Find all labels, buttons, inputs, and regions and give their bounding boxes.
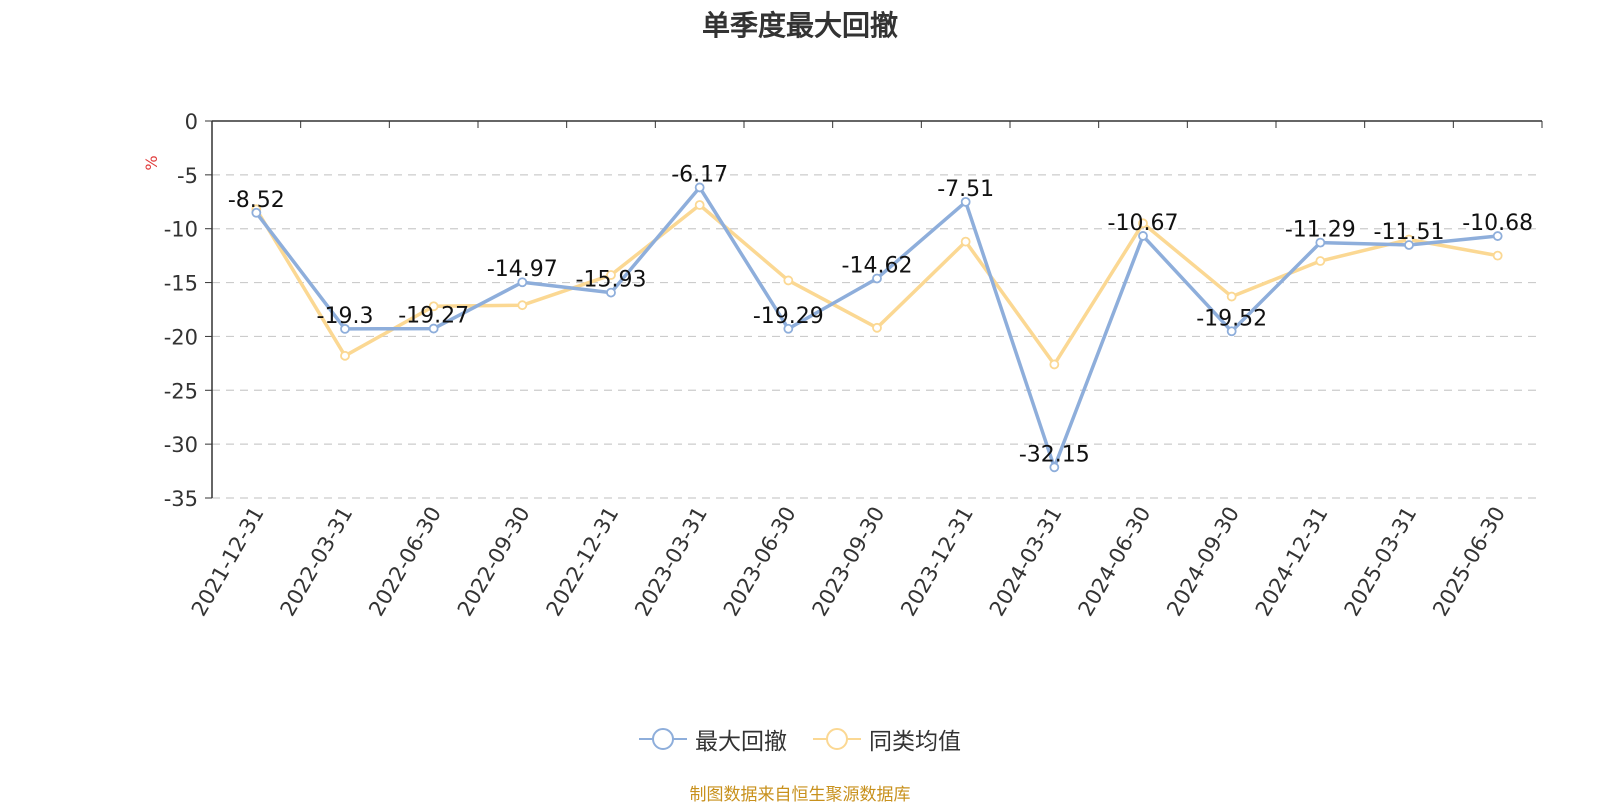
- y-tick-label: -20: [164, 325, 198, 349]
- data-label: -15.93: [576, 268, 647, 293]
- legend-item-max-drawdown[interactable]: 最大回撤: [639, 722, 787, 756]
- x-tick-label: 2024-03-31: [985, 503, 1067, 621]
- data-source-note: 制图数据来自恒生聚源数据库: [689, 785, 911, 805]
- data-point: [340, 350, 350, 361]
- data-label: -19.27: [398, 304, 469, 329]
- data-point: [428, 323, 439, 334]
- data-label: -8.52: [228, 188, 285, 213]
- x-tick-label: 2022-06-30: [364, 502, 446, 620]
- data-label: -19.3: [317, 304, 374, 329]
- legend-label-max-drawdown: 最大回撤: [695, 729, 787, 755]
- data-point: [517, 300, 528, 311]
- data-point: [1492, 250, 1503, 261]
- series-lines: [251, 182, 1503, 473]
- data-point: [606, 287, 616, 298]
- legend-symbol-max-drawdown: [639, 728, 687, 750]
- data-label: -11.51: [1374, 220, 1445, 245]
- legend: 最大回撤 同类均值: [0, 722, 1600, 756]
- data-label: -11.29: [1285, 218, 1356, 243]
- data-point: [1049, 462, 1060, 473]
- legend-symbol-peer-average: [813, 728, 861, 750]
- y-tick-label: -10: [164, 218, 198, 242]
- data-label: -10.67: [1108, 211, 1179, 236]
- data-point: [428, 301, 439, 312]
- legend-label-peer-average: 同类均值: [869, 729, 961, 755]
- data-point: [694, 182, 705, 193]
- x-tick-label: 2022-09-30: [453, 503, 535, 621]
- data-label: -6.17: [671, 162, 728, 187]
- x-tick-label: 2024-06-30: [1074, 503, 1156, 621]
- x-tick-label: 2022-12-31: [542, 503, 624, 621]
- y-tick-label: -5: [177, 164, 198, 188]
- data-label: -10.68: [1462, 211, 1533, 236]
- x-tick-label: 2024-09-30: [1162, 503, 1244, 621]
- data-point: [1226, 291, 1237, 302]
- chart-title: 单季度最大回撤: [701, 9, 898, 42]
- data-point: [606, 270, 616, 280]
- x-tick-label: 2025-03-31: [1340, 503, 1422, 621]
- x-tick-label: 2025-06-30: [1428, 503, 1510, 621]
- x-tick-label: 2023-09-30: [808, 503, 890, 621]
- x-tick-label: 2024-12-31: [1251, 503, 1333, 621]
- x-tick-label: 2023-12-31: [896, 503, 978, 621]
- y-tick-label: -15: [164, 272, 198, 296]
- y-axis-unit-label: %: [142, 155, 161, 170]
- y-tick-label: 0: [185, 110, 198, 134]
- data-point: [1315, 256, 1326, 266]
- data-point: [960, 196, 971, 207]
- data-point: [694, 200, 705, 210]
- data-point: [872, 322, 882, 333]
- x-tick-label: 2022-03-31: [276, 503, 358, 621]
- data-label: -14.62: [842, 253, 913, 278]
- data-point: [872, 273, 882, 284]
- y-tick-label: -35: [164, 487, 198, 511]
- x-tick-label: 2021-12-31: [187, 503, 269, 621]
- x-tick-label: 2023-03-31: [630, 503, 712, 621]
- data-point: [1138, 231, 1148, 241]
- data-point: [783, 275, 794, 286]
- data-label: -19.29: [753, 304, 824, 329]
- y-tick-label: -25: [164, 379, 198, 403]
- data-point: [340, 323, 350, 334]
- data-labels: -8.52 -19.3 -19.27 -14.97 -15.93 -6.17 -19.29 -…: [228, 162, 1533, 467]
- legend-item-peer-average[interactable]: 同类均值: [813, 722, 961, 756]
- data-point: [1049, 359, 1060, 370]
- data-point: [1138, 218, 1148, 229]
- data-point: [1226, 326, 1237, 337]
- data-point: [783, 323, 794, 334]
- data-label: -32.15: [1019, 442, 1090, 467]
- data-label: -7.51: [937, 177, 994, 202]
- data-point: [1404, 240, 1414, 250]
- data-point: [517, 277, 528, 288]
- data-point: [1492, 231, 1503, 241]
- data-point: [251, 207, 262, 218]
- x-tick-label: 2023-06-30: [719, 503, 801, 621]
- data-label: -19.52: [1196, 306, 1267, 331]
- data-point: [1315, 237, 1326, 248]
- y-tick-label: -30: [164, 433, 198, 457]
- data-point: [960, 236, 971, 247]
- data-label: -14.97: [487, 257, 558, 282]
